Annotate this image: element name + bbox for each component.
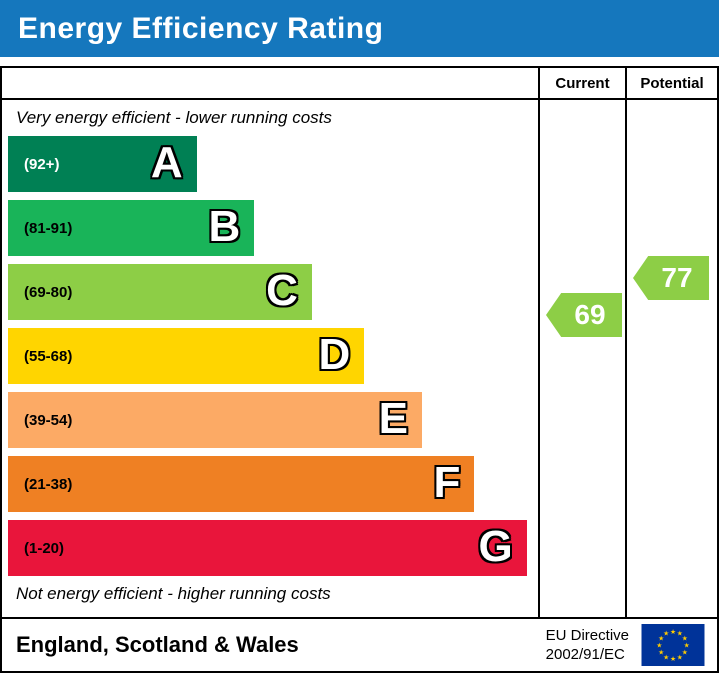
band-letter: E xyxy=(378,394,408,444)
svg-text:★: ★ xyxy=(658,635,664,643)
band-letter: A xyxy=(150,138,183,188)
svg-text:★: ★ xyxy=(684,642,690,650)
band-bar-C: (69-80) C xyxy=(8,264,312,320)
band-range-label: (92+) xyxy=(24,155,60,173)
band-letter: B xyxy=(208,202,241,252)
band-range-label: (69-80) xyxy=(24,283,73,301)
band-row-E: (39-54) E xyxy=(8,392,532,448)
band-bar-D: (55-68) D xyxy=(8,328,365,384)
svg-text:★: ★ xyxy=(670,655,676,663)
chart-header-spacer xyxy=(2,68,540,98)
svg-text:★: ★ xyxy=(656,642,662,650)
eu-directive-line1: EU Directive xyxy=(545,626,629,644)
potential-rating-column: 77 xyxy=(627,100,717,617)
page-title-bar: Energy Efficiency Rating xyxy=(0,0,719,57)
current-rating-value: 69 xyxy=(574,299,606,330)
bottom-caption: Not energy efficient - higher running co… xyxy=(16,584,331,603)
region-label: England, Scotland & Wales xyxy=(16,632,299,657)
table-header-row: Current Potential xyxy=(2,68,717,100)
potential-column-header: Potential xyxy=(640,74,704,92)
current-rating-column: 69 xyxy=(540,100,627,617)
svg-text:★: ★ xyxy=(677,630,683,638)
band-bar-B: (81-91) B xyxy=(8,200,255,256)
eu-directive-text: EU Directive 2002/91/EC xyxy=(546,626,629,665)
potential-rating-arrow: 77 xyxy=(633,256,709,300)
band-letter: F xyxy=(433,458,461,508)
band-letter: D xyxy=(318,330,351,380)
footer-right: EU Directive 2002/91/EC ★ ★ ★ ★ ★ ★ ★ ★ … xyxy=(546,624,705,666)
svg-text:★: ★ xyxy=(682,648,688,656)
potential-rating-value: 77 xyxy=(661,262,693,293)
band-range-label: (55-68) xyxy=(24,347,73,365)
svg-text:★: ★ xyxy=(658,648,664,656)
top-caption: Very energy efficient - lower running co… xyxy=(16,108,332,127)
band-letter: C xyxy=(266,266,298,316)
band-row-F: (21-38) F xyxy=(8,456,532,512)
eu-flag-icon: ★ ★ ★ ★ ★ ★ ★ ★ ★ ★ ★ ★ xyxy=(641,624,705,666)
current-rating-arrow: 69 xyxy=(546,293,622,337)
current-column-header: Current xyxy=(540,68,627,98)
svg-text:★: ★ xyxy=(682,635,688,643)
band-range-label: (39-54) xyxy=(24,411,73,429)
table-body-row: Very energy efficient - lower running co… xyxy=(2,100,717,617)
svg-text:★: ★ xyxy=(670,628,676,636)
page-title: Energy Efficiency Rating xyxy=(18,11,384,45)
svg-text:★: ★ xyxy=(677,653,683,661)
epc-table: Current Potential Very energy efficient … xyxy=(0,66,719,673)
band-range-label: (21-38) xyxy=(24,475,73,493)
band-bar-G: (1-20) G xyxy=(8,520,527,576)
band-row-B: (81-91) B xyxy=(8,200,532,256)
band-bar-A: (92+) A xyxy=(8,136,197,192)
band-row-C: (69-80) C xyxy=(8,264,532,320)
svg-text:★: ★ xyxy=(663,653,669,661)
rating-bands: (92+) A (81-91) B (69-80) C (55-68) D (39-54) E (2… xyxy=(8,136,532,576)
band-row-G: (1-20) G xyxy=(8,520,532,576)
band-row-A: (92+) A xyxy=(8,136,532,192)
band-bar-E: (39-54) E xyxy=(8,392,422,448)
band-letter: G xyxy=(478,522,513,572)
eu-directive-line2: 2002/91/EC xyxy=(545,646,625,663)
band-row-D: (55-68) D xyxy=(8,328,532,384)
band-bar-F: (21-38) F xyxy=(8,456,475,512)
rating-chart-area: Very energy efficient - lower running co… xyxy=(2,100,540,617)
band-range-label: (1-20) xyxy=(24,539,65,557)
band-range-label: (81-91) xyxy=(24,219,73,237)
table-footer-row: England, Scotland & Wales EU Directive 2… xyxy=(2,617,717,671)
svg-text:★: ★ xyxy=(663,630,669,638)
